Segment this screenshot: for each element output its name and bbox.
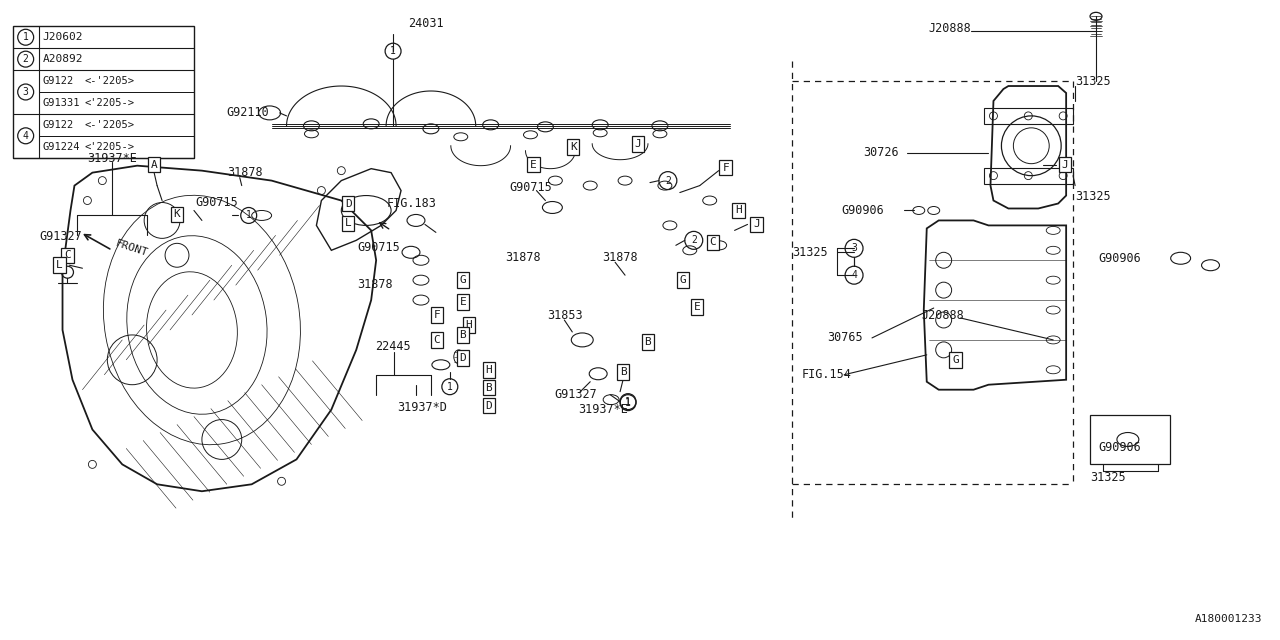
Text: L: L xyxy=(344,218,352,228)
Text: FRONT: FRONT xyxy=(114,238,150,259)
Text: A180001233: A180001233 xyxy=(1194,614,1262,623)
Text: 1: 1 xyxy=(625,397,631,406)
Text: E: E xyxy=(530,159,536,170)
Text: G90906: G90906 xyxy=(841,204,884,217)
Text: 2: 2 xyxy=(691,236,696,245)
Text: J: J xyxy=(635,139,641,148)
Text: J20888: J20888 xyxy=(922,308,965,321)
Text: 31325: 31325 xyxy=(1091,471,1125,484)
Text: 31325: 31325 xyxy=(1075,190,1111,203)
Bar xyxy=(983,108,1073,124)
Text: D: D xyxy=(460,353,466,363)
Text: 31878: 31878 xyxy=(602,251,637,264)
Text: 1: 1 xyxy=(23,32,28,42)
Text: 2: 2 xyxy=(23,54,28,64)
Text: G: G xyxy=(680,275,686,285)
Text: J20602: J20602 xyxy=(42,32,83,42)
Text: K: K xyxy=(570,141,577,152)
Text: 3: 3 xyxy=(23,87,28,97)
Text: K: K xyxy=(174,209,180,220)
Text: G9122: G9122 xyxy=(42,120,74,130)
Text: G91327: G91327 xyxy=(40,230,82,243)
Text: G91224: G91224 xyxy=(42,141,81,152)
Bar xyxy=(1091,415,1170,465)
Text: 1: 1 xyxy=(447,381,453,392)
Text: D: D xyxy=(485,401,492,411)
Text: 4: 4 xyxy=(851,270,858,280)
Text: F: F xyxy=(434,310,440,320)
Text: C: C xyxy=(709,237,716,247)
Text: L: L xyxy=(56,260,63,270)
Bar xyxy=(38,114,195,136)
Text: B: B xyxy=(460,330,466,340)
Text: FIG.154: FIG.154 xyxy=(801,368,851,381)
Text: 4: 4 xyxy=(23,131,28,141)
Text: 1: 1 xyxy=(625,397,631,408)
Text: B: B xyxy=(485,383,492,393)
Text: C: C xyxy=(434,335,440,345)
Text: B: B xyxy=(620,367,626,377)
Text: 31937*E: 31937*E xyxy=(87,152,137,165)
Text: G: G xyxy=(952,355,959,365)
Text: J20888: J20888 xyxy=(929,22,972,35)
Text: F: F xyxy=(722,163,730,173)
Text: <'2205->: <'2205-> xyxy=(84,141,134,152)
Text: 31853: 31853 xyxy=(548,308,582,321)
Bar xyxy=(983,168,1073,184)
Text: 1: 1 xyxy=(390,46,396,56)
Text: G90715: G90715 xyxy=(509,181,552,194)
Text: 30765: 30765 xyxy=(827,332,863,344)
Text: 31937*D: 31937*D xyxy=(397,401,447,414)
Text: G: G xyxy=(460,275,466,285)
Text: H: H xyxy=(485,365,492,375)
Text: 31325: 31325 xyxy=(1075,74,1111,88)
Text: 22445: 22445 xyxy=(375,340,411,353)
Bar xyxy=(38,70,195,92)
Text: 30726: 30726 xyxy=(863,146,899,159)
Text: D: D xyxy=(344,198,352,209)
Text: H: H xyxy=(466,320,472,330)
Text: <'2205->: <'2205-> xyxy=(84,98,134,108)
Text: G90715: G90715 xyxy=(195,196,238,209)
Text: 31325: 31325 xyxy=(792,246,828,259)
Text: 24031: 24031 xyxy=(408,17,444,30)
Text: A20892: A20892 xyxy=(42,54,83,64)
Text: B: B xyxy=(645,337,652,347)
Text: 31878: 31878 xyxy=(357,278,393,291)
Text: 31937*E: 31937*E xyxy=(579,403,628,416)
Text: G90906: G90906 xyxy=(1098,252,1140,265)
Text: 31878: 31878 xyxy=(506,251,541,264)
Bar xyxy=(13,26,195,157)
Text: G9122: G9122 xyxy=(42,76,74,86)
Text: FIG.183: FIG.183 xyxy=(387,197,436,210)
Text: G90715: G90715 xyxy=(357,241,399,254)
Text: <-'2205>: <-'2205> xyxy=(84,120,134,130)
Text: 2: 2 xyxy=(664,175,671,186)
Text: J: J xyxy=(753,220,760,229)
Text: 3: 3 xyxy=(851,243,858,253)
Text: C: C xyxy=(64,250,70,260)
Text: A: A xyxy=(151,159,157,170)
Text: E: E xyxy=(460,297,466,307)
Text: G91327: G91327 xyxy=(554,388,598,401)
Text: G91331: G91331 xyxy=(42,98,81,108)
Text: 1: 1 xyxy=(246,211,252,220)
Text: G90906: G90906 xyxy=(1098,441,1140,454)
Text: G92110: G92110 xyxy=(227,106,270,120)
Text: 31878: 31878 xyxy=(227,166,262,179)
Bar xyxy=(38,136,195,157)
Text: E: E xyxy=(694,302,700,312)
Text: <-'2205>: <-'2205> xyxy=(84,76,134,86)
Bar xyxy=(38,92,195,114)
Text: H: H xyxy=(735,205,742,216)
Text: J: J xyxy=(1062,159,1069,170)
